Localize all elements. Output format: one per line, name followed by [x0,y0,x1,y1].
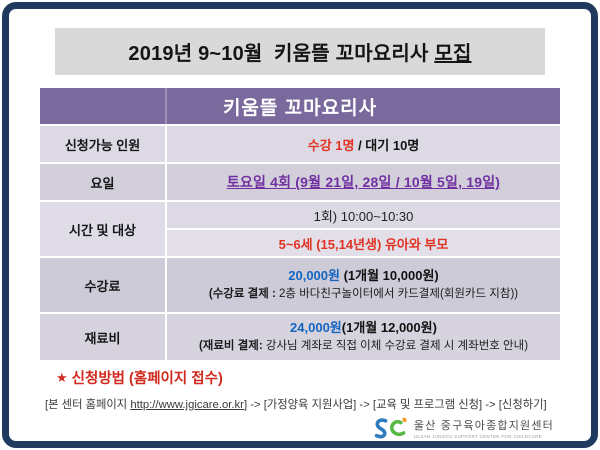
center-name-korean: 울산 중구육아종합지원센터 [413,420,554,432]
capacity-waitlist: / 대기 10명 [354,137,420,153]
center-logo-icon [374,417,407,439]
apply-method-text: 신청방법 (홈페이지 접수) [71,371,223,387]
homepage-url-link[interactable]: http://www.jgicare.or.kr [130,399,244,411]
program-info-table: 키움뜰 꼬마요리사 신청가능 인원 수강 1명 / 대기 10명 요일 토요일 … [40,88,560,362]
tuition-payment-line: (수강료 결제 : 2층 바다친구놀이터에서 카드결제(회원카드 지참)) [209,286,518,303]
schedule-link[interactable]: 토요일 4회 (9월 21일, 28일 / 10월 5일, 19일) [226,174,501,190]
tuition-payment-detail: 2층 바다친구놀이터에서 카드결제(회원카드 지참)) [275,288,519,301]
center-logo: 울산 중구육아종합지원센터 ULSAN JUNGGU SUPPORT CENTE… [373,415,554,441]
table-row-time-target: 시간 및 대상 1회) 10:00~10:30 5~6세 (15,14년생) 유… [40,202,560,256]
tuition-payment-label: (수강료 결제 : [208,288,276,301]
poster-title: 2019년 9~10월 키움뜰 꼬마요리사 모집 [128,37,471,66]
table-row-capacity: 신청가능 인원 수강 1명 / 대기 10명 [40,126,560,162]
table-header-row: 키움뜰 꼬마요리사 [40,88,560,124]
materials-payment-label: (재료비 결제: [198,340,263,353]
poster-title-underlined: 모집 [434,43,472,65]
materials-payment-line: (재료비 결제: 강사님 계좌로 직접 이체 수강료 결제 시 계좌번호 안내) [199,338,528,355]
session-time: 1회) 10:00~10:30 [167,202,560,228]
poster-title-bar: 2019년 9~10월 키움뜰 꼬마요리사 모집 [55,28,545,75]
materials-amount: 24,000원 [290,320,342,336]
row-value-tuition: 20,000원 (1개월 10,000원) (수강료 결제 : 2층 바다친구놀… [167,258,560,312]
program-name-header: 키움뜰 꼬마요리사 [222,97,378,119]
star-icon: ★ [56,370,68,385]
tuition-amount: 20,000원 [288,268,340,284]
materials-amount-line: 24,000원(1개월 12,000원) [290,318,437,338]
table-row-tuition: 수강료 20,000원 (1개월 10,000원) (수강료 결제 : 2층 바… [40,258,560,312]
materials-payment-detail: 강사님 계좌로 직접 이체 수강료 결제 시 계좌번호 안내) [262,340,529,353]
apply-path-steps: ] -> [가정양육 지원사업] -> [교육 및 프로그램 신청] -> [신… [243,399,547,411]
table-row-days: 요일 토요일 4회 (9월 21일, 28일 / 10월 5일, 19일) [40,164,560,200]
row-label-materials: 재료비 [40,314,165,360]
row-label-days: 요일 [40,164,165,200]
apply-method-heading: ★ 신청방법 (홈페이지 접수) [56,367,223,388]
capacity-enrolled: 수강 1명 [307,137,355,153]
row-value-time-target: 1회) 10:00~10:30 5~6세 (15,14년생) 유아와 부모 [167,202,560,256]
row-value-materials: 24,000원(1개월 12,000원) (재료비 결제: 강사님 계좌로 직접… [167,314,560,360]
row-value-days: 토요일 4회 (9월 21일, 28일 / 10월 5일, 19일) [167,164,560,200]
poster-title-main: 2019년 9~10월 키움뜰 꼬마요리사 [128,43,435,65]
center-name-english: ULSAN JUNGGU SUPPORT CENTER FOR CHILDCAR… [413,434,543,439]
table-row-materials: 재료비 24,000원(1개월 12,000원) (재료비 결제: 강사님 계좌… [40,314,560,360]
row-label-capacity: 신청가능 인원 [40,126,165,162]
row-label-tuition: 수강료 [40,258,165,312]
row-label-time-target: 시간 및 대상 [40,202,165,256]
apply-path-prefix: [본 센터 홈페이지 [45,399,131,411]
header-column-divider [165,88,167,124]
tuition-monthly-note: (1개월 10,000원) [339,268,439,284]
center-logo-text: 울산 중구육아종합지원센터 ULSAN JUNGGU SUPPORT CENTE… [414,417,554,439]
row-value-capacity: 수강 1명 / 대기 10명 [167,126,560,162]
target-audience: 5~6세 (15,14년생) 유아와 부모 [167,230,560,256]
materials-monthly-note: (1개월 12,000원) [341,320,437,336]
tuition-amount-line: 20,000원 (1개월 10,000원) [288,266,439,286]
apply-path-line: [본 센터 홈페이지 http://www.jgicare.or.kr] -> … [45,396,563,412]
